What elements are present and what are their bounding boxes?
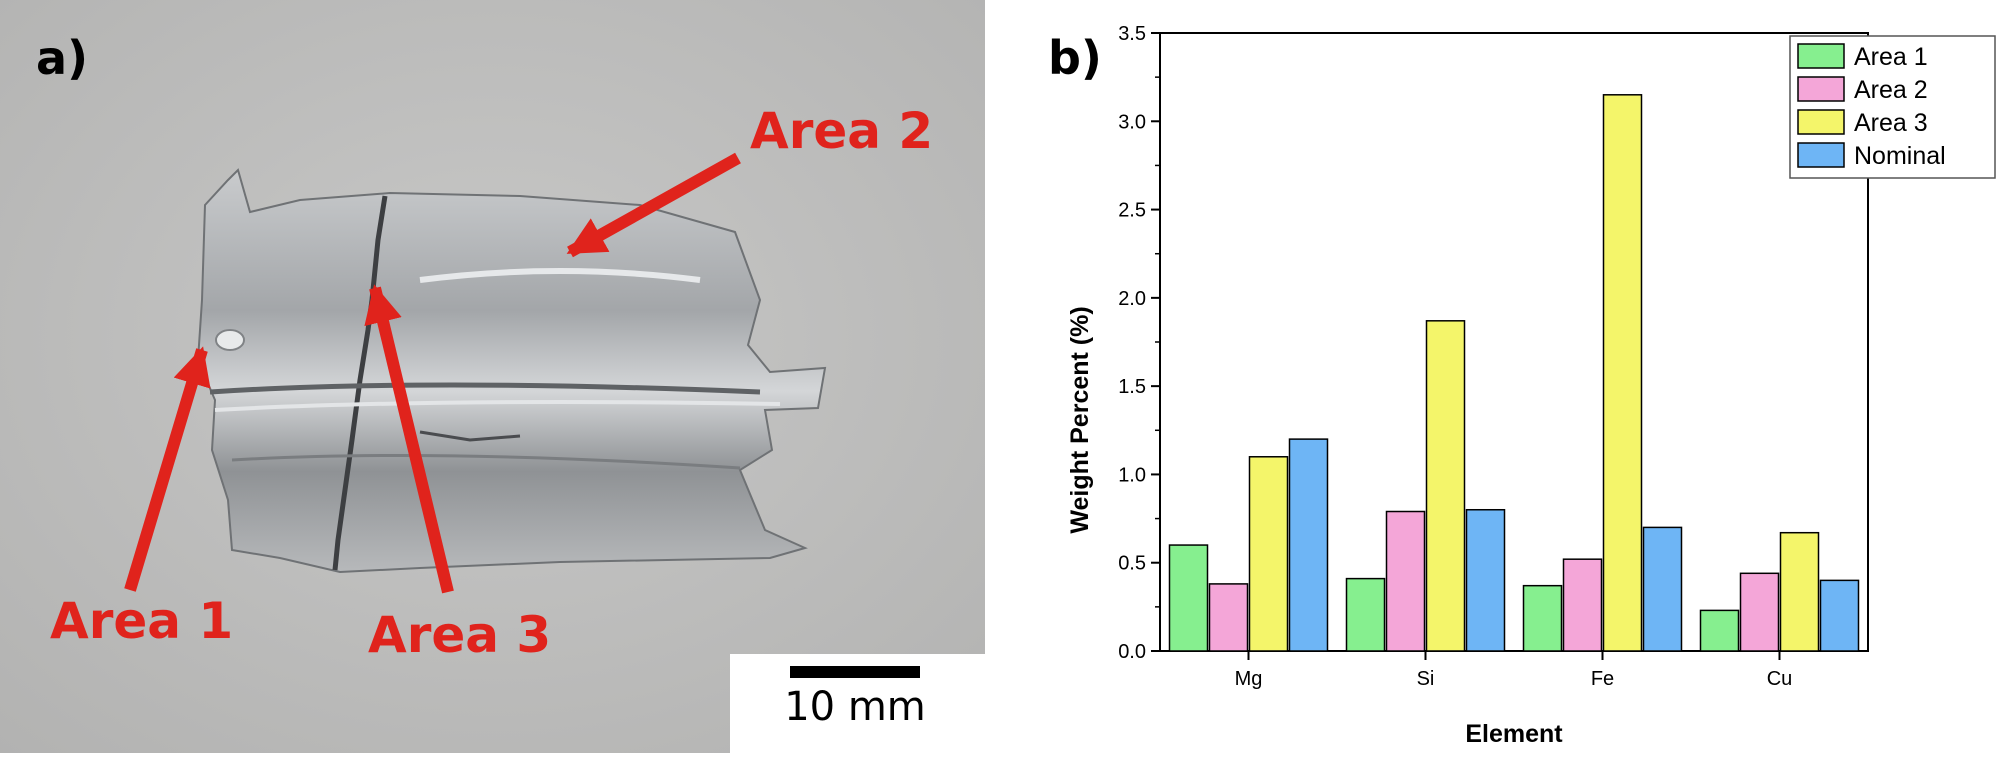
legend-label: Area 2 [1854,76,1928,104]
panel-label-b: b) [1048,31,1102,85]
sample-pit [215,329,245,351]
photo-panel: a) Area 2 Area 1 Area 3 10 mm [0,0,985,753]
legend-swatch [1797,76,1845,102]
y-tick-label: 3.5 [1118,23,1146,45]
bar-area-2 [1562,558,1603,652]
bar-nominal [1288,438,1329,652]
bar-area-2 [1739,572,1780,652]
x-tick-label: Fe [1591,668,1614,690]
x-axis-title: Element [1465,720,1563,748]
plot-area: 0.0 0.5 1.0 1.5 2.0 2.5 3.0 3.5 Mg Si Fe Cu [1118,23,1869,690]
bar-area-3 [1602,94,1643,652]
arrow-area-3 [364,284,454,594]
bar-area-3 [1779,531,1820,652]
y-tick-label: 1.5 [1118,376,1146,398]
annotation-area-3: Area 3 [368,606,551,664]
bar-area-1 [1345,577,1386,652]
legend-label: Nominal [1854,142,1946,170]
y-tick-label: 0.0 [1118,641,1146,663]
y-tick-label: 2.5 [1118,200,1146,222]
y-tick-label: 1.0 [1118,464,1146,486]
bar-area-2 [1208,583,1249,652]
chart-panel: b) Weight Percent (%) Element 0.0 0.5 1.0 1… [1048,23,1996,748]
bar-area-3 [1248,456,1289,652]
scale-bar: 10 mm [730,654,985,753]
legend: Area 1 Area 2 Area 3 Nominal [1789,35,1996,179]
bar-nominal [1819,579,1860,652]
sample-highlight [419,268,701,283]
x-tick-label: Si [1417,668,1435,690]
scale-bar-line [790,666,920,678]
bar-area-3 [1425,320,1466,652]
x-tick-label: Cu [1767,668,1793,690]
bar-area-1 [1168,544,1209,652]
bar-area-1 [1699,609,1740,652]
bar-area-1 [1522,584,1563,652]
sample-ridge [231,454,741,470]
legend-swatch [1797,142,1845,168]
y-tick-label: 3.0 [1118,111,1146,133]
legend-label: Area 1 [1854,43,1928,71]
sample-crack [419,430,521,442]
bar-nominal [1465,508,1506,652]
aluminium-sample [196,168,827,574]
legend-swatch [1797,109,1845,135]
annotation-area-2: Area 2 [750,102,933,160]
sample-crack [332,195,388,571]
arrow-area-2 [566,152,741,258]
x-tick-label: Mg [1235,668,1263,690]
y-axis-title: Weight Percent (%) [1066,306,1094,533]
legend-swatch [1797,43,1845,69]
bar-nominal [1642,526,1683,652]
arrow-area-1 [124,346,211,592]
sample-ridge [214,400,781,412]
sample-body [196,168,827,574]
y-tick-label: 0.5 [1118,553,1146,575]
annotation-area-1: Area 1 [50,592,233,650]
legend-label: Area 3 [1854,109,1928,137]
panel-label-a: a) [36,31,88,85]
scale-bar-label: 10 mm [784,684,926,730]
y-tick-label: 2.0 [1118,288,1146,310]
sample-ridge [209,382,761,395]
bar-area-2 [1385,510,1426,652]
